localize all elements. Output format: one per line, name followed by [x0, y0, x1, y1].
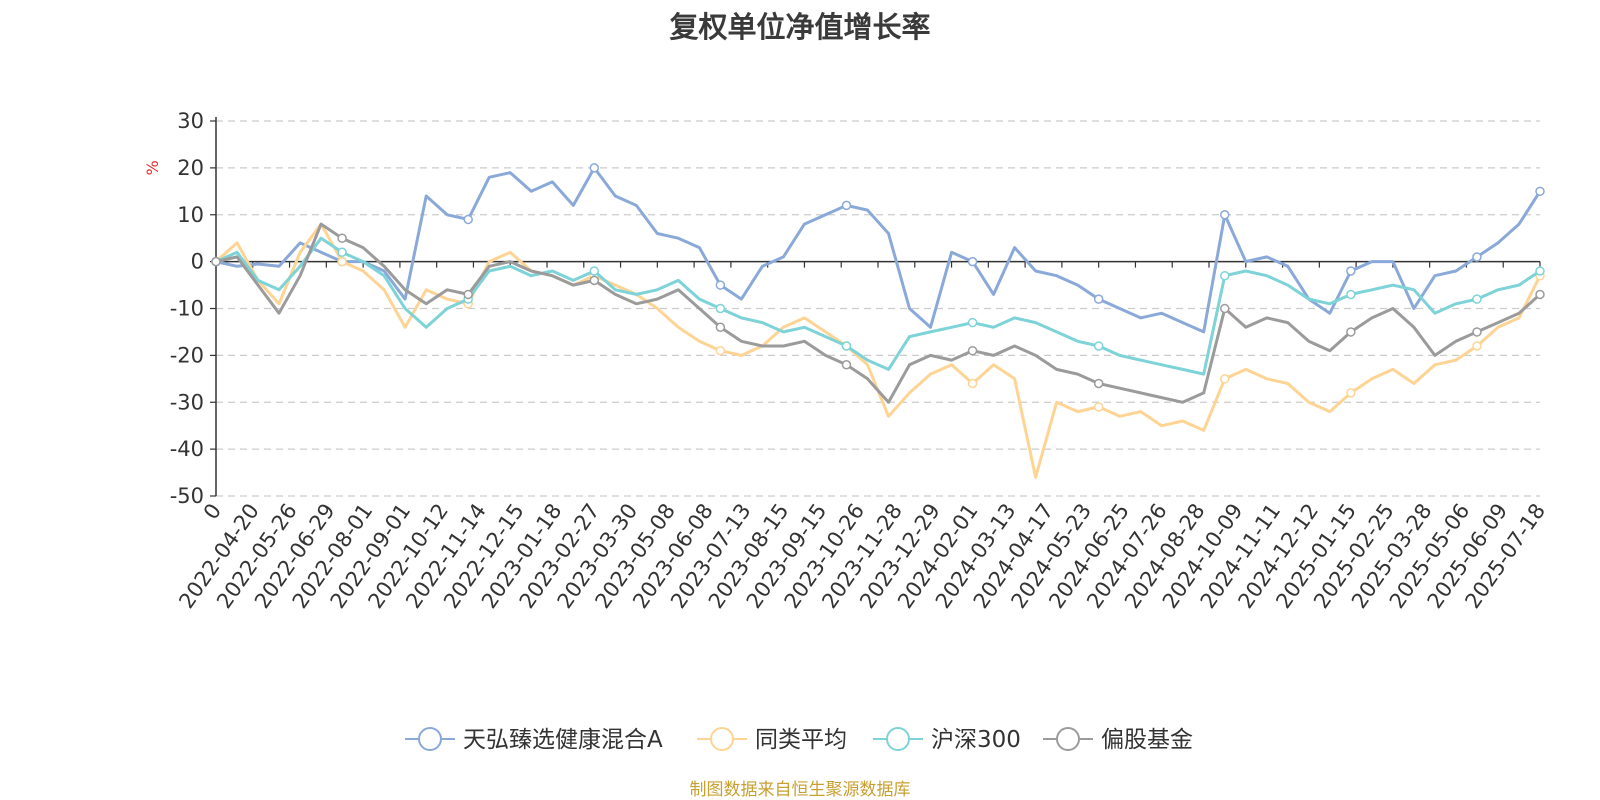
data-point	[1220, 374, 1230, 384]
y-tick-label: 10	[177, 203, 204, 227]
data-point	[1346, 388, 1356, 398]
data-point	[1093, 294, 1104, 304]
data-point	[211, 256, 221, 267]
data-point	[1472, 252, 1482, 262]
data-point	[463, 289, 473, 300]
y-tick-label: 0	[191, 250, 204, 274]
data-point	[967, 345, 978, 356]
data-point	[1535, 289, 1545, 300]
data-point	[589, 163, 600, 173]
grid-lines	[216, 120, 1540, 497]
legend-marker	[1056, 727, 1080, 751]
data-point	[1346, 327, 1356, 337]
legend-marker	[710, 727, 734, 751]
data-point	[715, 322, 726, 332]
series-lines	[211, 163, 1545, 479]
source-note: 制图数据来自恒生聚源数据库	[689, 780, 911, 800]
data-point	[967, 317, 978, 328]
data-point	[1346, 289, 1356, 300]
legend-label: 偏股基金	[1101, 727, 1193, 753]
data-point	[1093, 402, 1104, 412]
y-tick-label: -40	[170, 437, 204, 461]
data-point	[1535, 186, 1545, 197]
legend-marker	[418, 727, 442, 751]
data-point	[1346, 266, 1356, 276]
data-point	[715, 280, 726, 290]
data-point	[1220, 303, 1230, 314]
legend-label: 天弘臻选健康混合A	[463, 727, 663, 753]
data-point	[1220, 210, 1230, 220]
data-point	[589, 266, 600, 276]
x-tick-label: 0	[199, 499, 226, 524]
data-point	[1472, 327, 1482, 337]
legend-marker	[886, 727, 910, 751]
data-point	[841, 360, 852, 370]
data-point	[589, 275, 600, 286]
data-point	[463, 214, 473, 225]
data-point	[841, 341, 852, 351]
data-point	[715, 345, 726, 356]
data-point	[337, 233, 347, 243]
data-point	[337, 256, 347, 267]
y-tick-label: -50	[170, 484, 204, 508]
data-point	[1220, 270, 1230, 281]
data-point	[337, 247, 347, 257]
data-point	[1472, 294, 1482, 304]
data-point	[1535, 266, 1545, 276]
series-line	[215, 222, 1542, 404]
series-line	[215, 166, 1542, 334]
data-point	[841, 200, 852, 211]
data-point	[715, 303, 726, 314]
y-axis-label: %	[143, 160, 162, 175]
y-tick-label: -30	[170, 390, 204, 414]
line-chart: 3020100-10-20-30-40-50%02022-04-202022-0…	[143, 109, 1550, 753]
y-tick-label: -10	[170, 297, 204, 321]
data-point	[967, 378, 978, 389]
y-tick-label: 20	[177, 156, 204, 180]
data-point	[1093, 341, 1104, 351]
legend-label: 同类平均	[755, 727, 847, 753]
y-tick-label: 30	[177, 109, 204, 133]
y-tick-label: -20	[170, 343, 204, 367]
data-point	[967, 256, 978, 267]
data-point	[1093, 378, 1104, 389]
chart-title: 复权单位净值增长率	[669, 10, 931, 44]
data-point	[1472, 341, 1482, 351]
legend: 天弘臻选健康混合A 同类平均 沪深300 偏股基金	[405, 727, 1193, 753]
series-line	[215, 236, 1541, 376]
legend-label: 沪深300	[931, 727, 1021, 753]
